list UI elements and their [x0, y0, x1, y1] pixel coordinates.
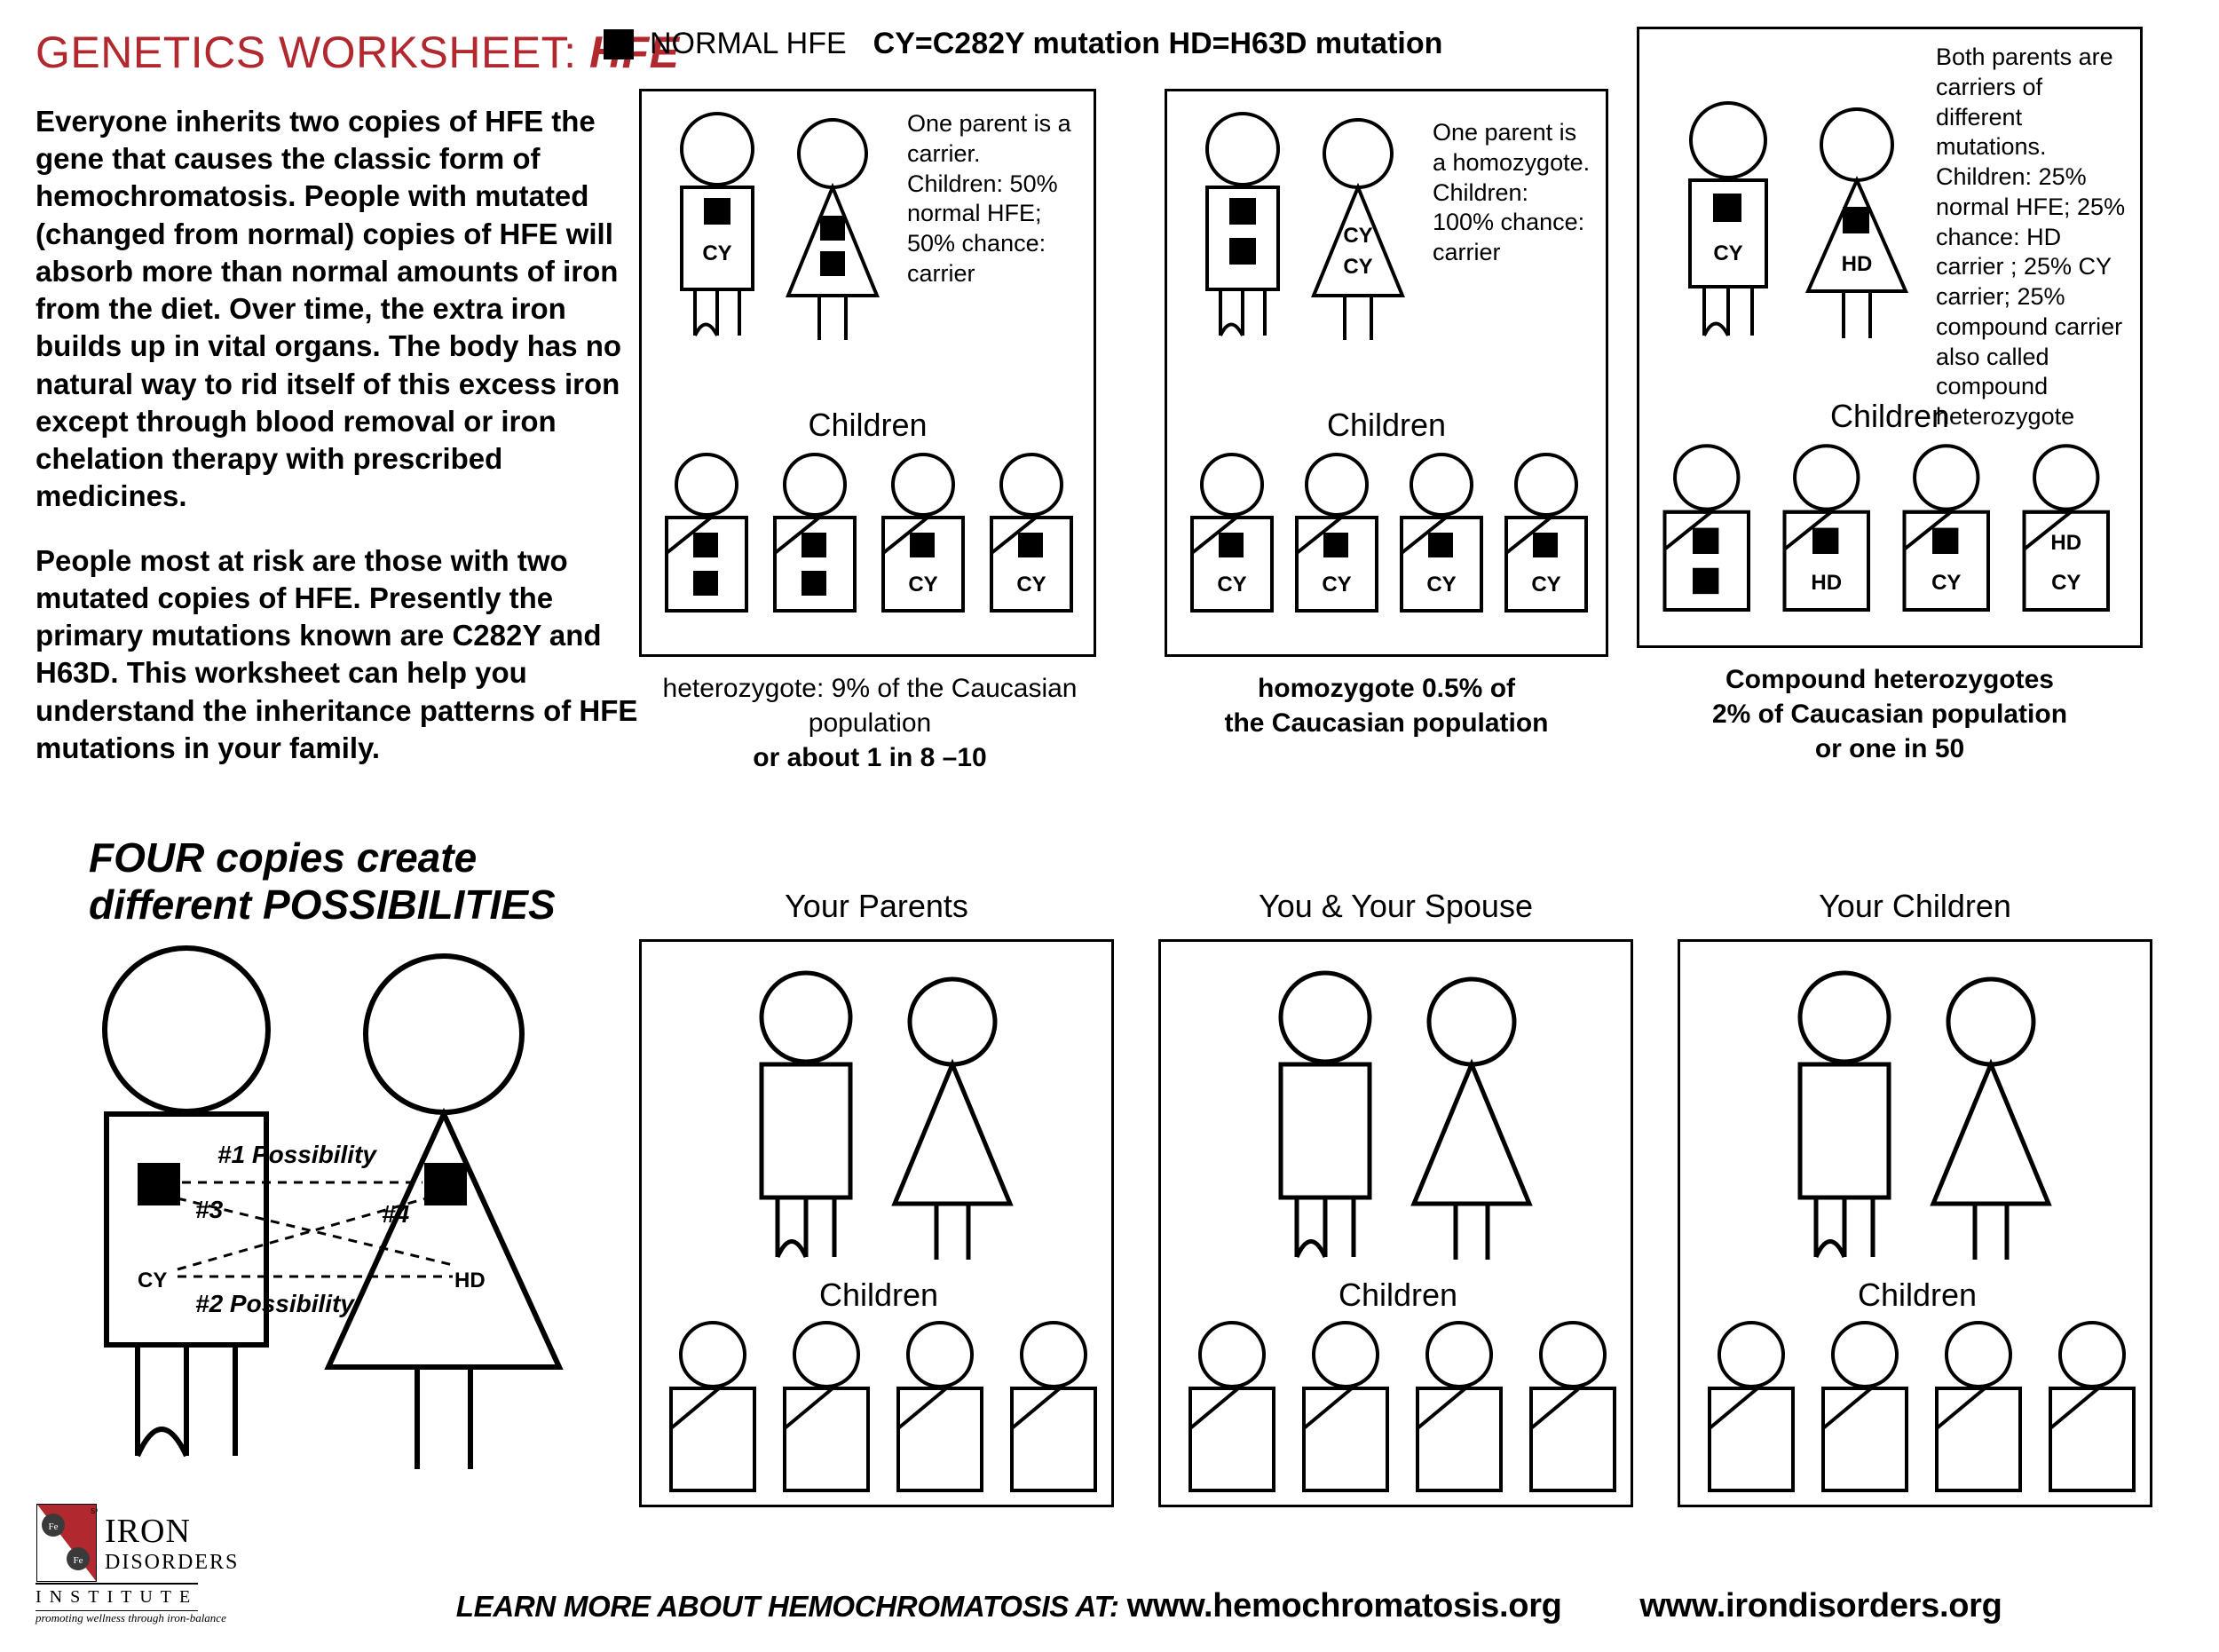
footer-learn: LEARN MORE ABOUT HEMOCHROMATOSIS AT:	[456, 1590, 1127, 1623]
normal-hfe-icon	[604, 29, 634, 59]
panel-2-parents-icon: CY CY	[1181, 109, 1447, 358]
panel-2-caption: homozygote 0.5% of the Caucasian populat…	[1165, 671, 1608, 740]
worksheet-panels-row: Your Parents Children	[639, 888, 2152, 1507]
svg-text:CY: CY	[1217, 573, 1246, 597]
panel-1-children-label: Children	[642, 407, 1094, 444]
svg-text:#2 Possibility: #2 Possibility	[195, 1290, 355, 1317]
possibilities-diagram: CY HD #1 Possibility #3 #4 #2 Possibilit…	[53, 941, 621, 1491]
blank-family-icon: Children	[642, 942, 1117, 1510]
svg-text:CY: CY	[1343, 224, 1372, 248]
svg-text:SM: SM	[91, 1507, 98, 1515]
svg-text:Children: Children	[819, 1277, 938, 1313]
svg-text:CY: CY	[908, 573, 937, 597]
panel-1-children-icon: CY CY	[649, 451, 1093, 646]
panel-compound-het: Both parents are carriers of different m…	[1637, 89, 2143, 775]
legend: NORMAL HFE CY=C282Y mutation HD=H63D mut…	[604, 27, 1442, 61]
svg-text:CY: CY	[1322, 573, 1351, 597]
logo-tagline: promoting wellness through iron-balance	[36, 1611, 226, 1625]
svg-text:Fe: Fe	[74, 1555, 83, 1566]
panel-3-children-icon: HD CY HD CY	[1646, 442, 2144, 637]
panel-2-children-label: Children	[1167, 407, 1606, 444]
panel-1-cap-line-2: or about 1 in 8 –10	[621, 740, 1118, 775]
iron-disorders-logo: Fe Fe SM IRON DISORDERS INSTITUTE promot…	[36, 1503, 239, 1625]
panel-3-children-label: Children	[1639, 398, 2140, 435]
panel-3-caption: Compound heterozygotes 2% of Caucasian p…	[1637, 662, 2143, 766]
panel-2-children-icon: CY CY CY CY	[1174, 451, 1609, 646]
logo-line-2: DISORDERS	[105, 1551, 239, 1575]
svg-text:CY: CY	[1426, 573, 1456, 597]
panel-1-caption: heterozygote: 9% of the Caucasian popula…	[621, 671, 1118, 775]
panel-3-box: Both parents are carriers of different m…	[1637, 27, 2143, 648]
svg-text:Children: Children	[1339, 1277, 1457, 1313]
panel-your-parents: Children	[639, 939, 1114, 1507]
col-2-title: You & Your Spouse	[1158, 888, 1633, 925]
panel-you-spouse: Children	[1158, 939, 1633, 1507]
col-you-spouse: You & Your Spouse Children	[1158, 888, 1633, 1507]
col-1-title: Your Parents	[639, 888, 1114, 925]
svg-text:#4: #4	[382, 1200, 410, 1228]
panel-3-cap-line-2: 2% of Caucasian population	[1637, 697, 2143, 731]
panel-2-desc: One parent is a homozygote. Children: 10…	[1433, 118, 1592, 268]
col-3-title: Your Children	[1678, 888, 2152, 925]
svg-text:CY: CY	[1343, 255, 1372, 279]
intro-para-2: People most at risk are those with two m…	[36, 542, 639, 767]
svg-text:HD: HD	[1842, 252, 1873, 276]
svg-text:#1 Possibility: #1 Possibility	[217, 1141, 377, 1168]
svg-text:CY: CY	[702, 241, 731, 265]
panel-homozygote: One parent is a homozygote. Children: 10…	[1165, 89, 1608, 775]
panel-heterozygote: One parent is a carrier. Children: 50% n…	[639, 89, 1136, 775]
col-your-children: Your Children Children	[1678, 888, 2152, 1507]
panel-2-cap-line-1: homozygote 0.5% of	[1165, 671, 1608, 706]
panel-2-box: One parent is a homozygote. Children: 10…	[1165, 89, 1608, 657]
svg-text:#3: #3	[195, 1196, 224, 1223]
panel-1-box: One parent is a carrier. Children: 50% n…	[639, 89, 1096, 657]
possibilities-title: FOUR copies create different POSSIBILITI…	[89, 834, 556, 929]
panel-2-cap-line-2: the Caucasian population	[1165, 706, 1608, 740]
panel-3-cap-line-1: Compound heterozygotes	[1637, 662, 2143, 697]
footer-text: LEARN MORE ABOUT HEMOCHROMATOSIS AT: www…	[274, 1587, 2183, 1625]
footer-url-1: www.hemochromatosis.org	[1127, 1587, 1562, 1624]
blank-family-icon: Children	[1680, 942, 2155, 1510]
intro-para-1: Everyone inherits two copies of HFE the …	[36, 103, 639, 516]
svg-text:CY: CY	[138, 1269, 167, 1292]
footer-url-2: www.irondisorders.org	[1639, 1587, 2002, 1624]
logo-mark-icon: Fe Fe SM	[36, 1503, 98, 1583]
legend-mutations: CY=C282Y mutation HD=H63D mutation	[873, 27, 1443, 61]
svg-text:CY: CY	[2051, 571, 2081, 595]
panel-1-parents-icon: CY	[655, 109, 921, 358]
blank-family-icon: Children	[1161, 942, 1636, 1510]
svg-text:HD: HD	[2050, 531, 2081, 555]
svg-text:CY: CY	[1713, 241, 1742, 265]
svg-text:CY: CY	[1531, 573, 1560, 597]
panel-your-children: Children	[1678, 939, 2152, 1507]
panel-3-desc: Both parents are carriers of different m…	[1936, 43, 2127, 432]
panel-1-cap-line-1: heterozygote: 9% of the Caucasian popula…	[621, 671, 1118, 740]
panel-3-cap-line-3: or one in 50	[1637, 731, 2143, 766]
svg-text:CY: CY	[1016, 573, 1046, 597]
legend-normal: NORMAL HFE	[650, 27, 847, 61]
svg-text:CY: CY	[1931, 571, 1961, 595]
svg-text:Fe: Fe	[49, 1522, 59, 1532]
svg-text:HD: HD	[1811, 571, 1842, 595]
panel-1-desc: One parent is a carrier. Children: 50% n…	[907, 109, 1080, 289]
scenario-panels-row: One parent is a carrier. Children: 50% n…	[639, 89, 2143, 775]
intro-text: Everyone inherits two copies of HFE the …	[36, 103, 639, 767]
svg-text:Children: Children	[1858, 1277, 1977, 1313]
panel-3-parents-icon: CY HD	[1657, 100, 1950, 358]
logo-line-3: INSTITUTE	[36, 1583, 198, 1611]
logo-line-1: IRON	[105, 1512, 239, 1551]
title-prefix: GENETICS WORKSHEET:	[36, 28, 589, 77]
col-your-parents: Your Parents Children	[639, 888, 1114, 1507]
svg-text:HD: HD	[454, 1269, 486, 1292]
possibilities-title-l1: FOUR copies create	[89, 834, 556, 881]
footer: Fe Fe SM IRON DISORDERS INSTITUTE promot…	[36, 1503, 2183, 1625]
possibilities-title-l2: different POSSIBILITIES	[89, 881, 556, 929]
